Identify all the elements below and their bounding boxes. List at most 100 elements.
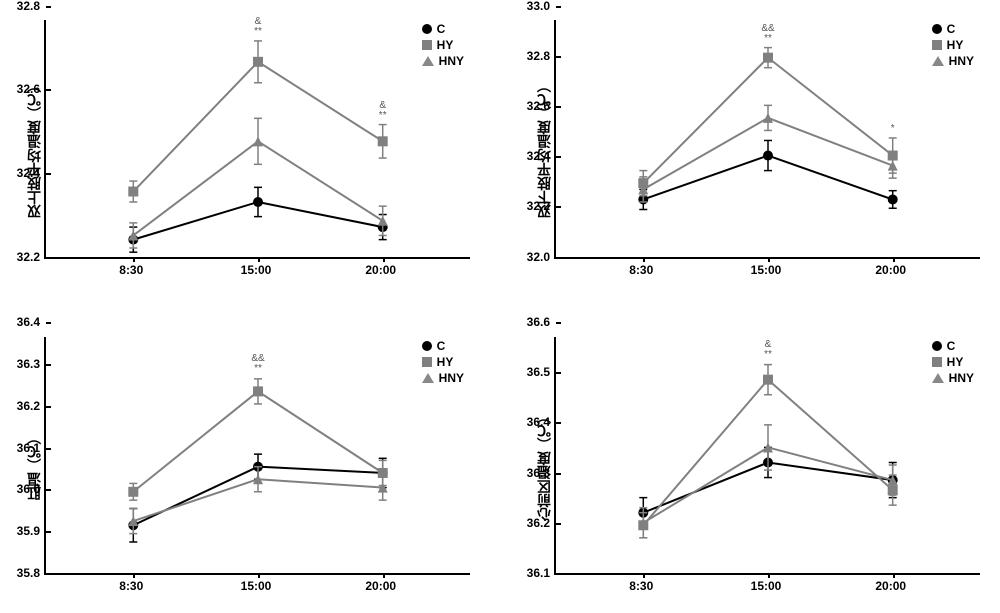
ytick: 32.2	[17, 250, 46, 264]
ytick: 32.6	[17, 82, 46, 96]
legend-label: HNY	[439, 371, 464, 385]
plot-area: 32.032.232.432.632.833.0&&***CHYHNY	[554, 20, 980, 259]
significance-annotation: &**	[379, 101, 387, 121]
legend-item: HNY	[932, 54, 974, 68]
xticks: 8:30 15:00 20:00	[44, 259, 470, 277]
xtick-label: 20:00	[875, 263, 906, 277]
ytick: 32.6	[527, 99, 556, 113]
square-icon	[422, 357, 432, 367]
plot-wrap: 36.136.236.336.436.536.6&**CHYHNY 8:3015…	[554, 337, 980, 594]
ylabel: 双上肢平均温度（℃）	[20, 20, 44, 277]
chart-precordial: 心前区温度（℃） 36.136.236.336.436.536.6&**CHYH…	[530, 337, 980, 594]
legend-item: C	[422, 339, 464, 353]
ytick: 36.2	[17, 399, 46, 413]
legend-item: HNY	[422, 371, 464, 385]
chart-grid: 双上肢平均温度（℃） 32.232.432.632.8&**&**CHYHNY …	[20, 20, 980, 593]
legend-label: HNY	[949, 371, 974, 385]
xtick-label: 20:00	[365, 579, 396, 593]
xtick-label: 15:00	[241, 579, 272, 593]
ytick: 35.8	[17, 566, 46, 580]
plot-wrap: 35.835.936.036.136.236.336.4&&**CHYHNY 8…	[44, 337, 470, 594]
significance-annotation: &&**	[251, 354, 264, 374]
circle-icon	[932, 341, 942, 351]
legend-label: HY	[437, 38, 454, 52]
xticks: 8:30 15:00 20:00	[554, 259, 980, 277]
legend-item: HY	[422, 38, 464, 52]
plot-wrap: 32.232.432.632.8&**&**CHYHNY 8:3015:0020…	[44, 20, 470, 277]
legend-label: C	[437, 22, 446, 36]
triangle-icon	[422, 56, 434, 66]
legend-label: C	[437, 339, 446, 353]
legend-item: HY	[932, 355, 974, 369]
circle-icon	[422, 341, 432, 351]
legend-item: C	[932, 22, 974, 36]
ytick: 36.2	[527, 516, 556, 530]
xtick-label: 20:00	[875, 579, 906, 593]
legend-item: HNY	[932, 371, 974, 385]
ytick: 32.8	[17, 0, 46, 13]
xtick-label: 15:00	[241, 263, 272, 277]
significance-annotation: &&**	[761, 24, 774, 44]
xtick-label: 8:30	[629, 579, 653, 593]
triangle-icon	[422, 373, 434, 383]
ytick: 35.9	[17, 524, 46, 538]
legend-item: HNY	[422, 54, 464, 68]
xticks: 8:30 15:00 20:00	[44, 575, 470, 593]
chart-lower-limbs: 双下肢平均温度（℃） 32.032.232.432.632.833.0&&***…	[530, 20, 980, 277]
legend-label: HY	[947, 355, 964, 369]
ytick: 36.1	[527, 566, 556, 580]
circle-icon	[422, 24, 432, 34]
ytick: 36.6	[527, 315, 556, 329]
xtick-label: 15:00	[751, 263, 782, 277]
legend-label: HY	[437, 355, 454, 369]
triangle-icon	[932, 373, 944, 383]
significance-annotation: *	[891, 124, 895, 134]
plot-area: 35.835.936.036.136.236.336.4&&**CHYHNY	[44, 337, 470, 576]
ytick: 32.4	[17, 166, 46, 180]
legend-label: HNY	[949, 54, 974, 68]
triangle-icon	[932, 56, 944, 66]
xtick-label: 8:30	[119, 263, 143, 277]
ytick: 36.4	[527, 415, 556, 429]
legend-item: HY	[422, 355, 464, 369]
legend: C HY HNY	[932, 22, 974, 70]
legend-item: C	[422, 22, 464, 36]
ytick: 36.3	[17, 357, 46, 371]
ytick: 32.4	[527, 149, 556, 163]
ytick: 36.4	[17, 315, 46, 329]
significance-annotation: &**	[254, 17, 262, 37]
legend: C HY HNY	[422, 339, 464, 387]
xticks: 8:30 15:00 20:00	[554, 575, 980, 593]
xtick-label: 15:00	[751, 579, 782, 593]
xtick-label: 8:30	[119, 579, 143, 593]
chart-rectal: 肛温（℃） 35.835.936.036.136.236.336.4&&**CH…	[20, 337, 470, 594]
ytick: 33.0	[527, 0, 556, 13]
chart-upper-limbs: 双上肢平均温度（℃） 32.232.432.632.8&**&**CHYHNY …	[20, 20, 470, 277]
ylabel: 肛温（℃）	[20, 337, 44, 594]
legend: C HY HNY	[932, 339, 974, 387]
plot-area: 32.232.432.632.8&**&**CHYHNY	[44, 20, 470, 259]
xtick-label: 8:30	[629, 263, 653, 277]
square-icon	[932, 40, 942, 50]
significance-annotation: &**	[764, 340, 772, 360]
plot-wrap: 32.032.232.432.632.833.0&&***CHYHNY 8:30…	[554, 20, 980, 277]
legend-item: HY	[932, 38, 974, 52]
ytick: 32.0	[527, 250, 556, 264]
square-icon	[422, 40, 432, 50]
legend-label: HNY	[439, 54, 464, 68]
legend-label: HY	[947, 38, 964, 52]
circle-icon	[932, 24, 942, 34]
legend-label: C	[947, 22, 956, 36]
plot-area: 36.136.236.336.436.536.6&**CHYHNY	[554, 337, 980, 576]
square-icon	[932, 357, 942, 367]
ytick: 32.8	[527, 49, 556, 63]
ytick: 36.1	[17, 441, 46, 455]
legend-label: C	[947, 339, 956, 353]
ytick: 36.0	[17, 482, 46, 496]
legend: C HY HNY	[422, 22, 464, 70]
ytick: 36.5	[527, 365, 556, 379]
ytick: 36.3	[527, 466, 556, 480]
legend-item: C	[932, 339, 974, 353]
ytick: 32.2	[527, 199, 556, 213]
xtick-label: 20:00	[365, 263, 396, 277]
